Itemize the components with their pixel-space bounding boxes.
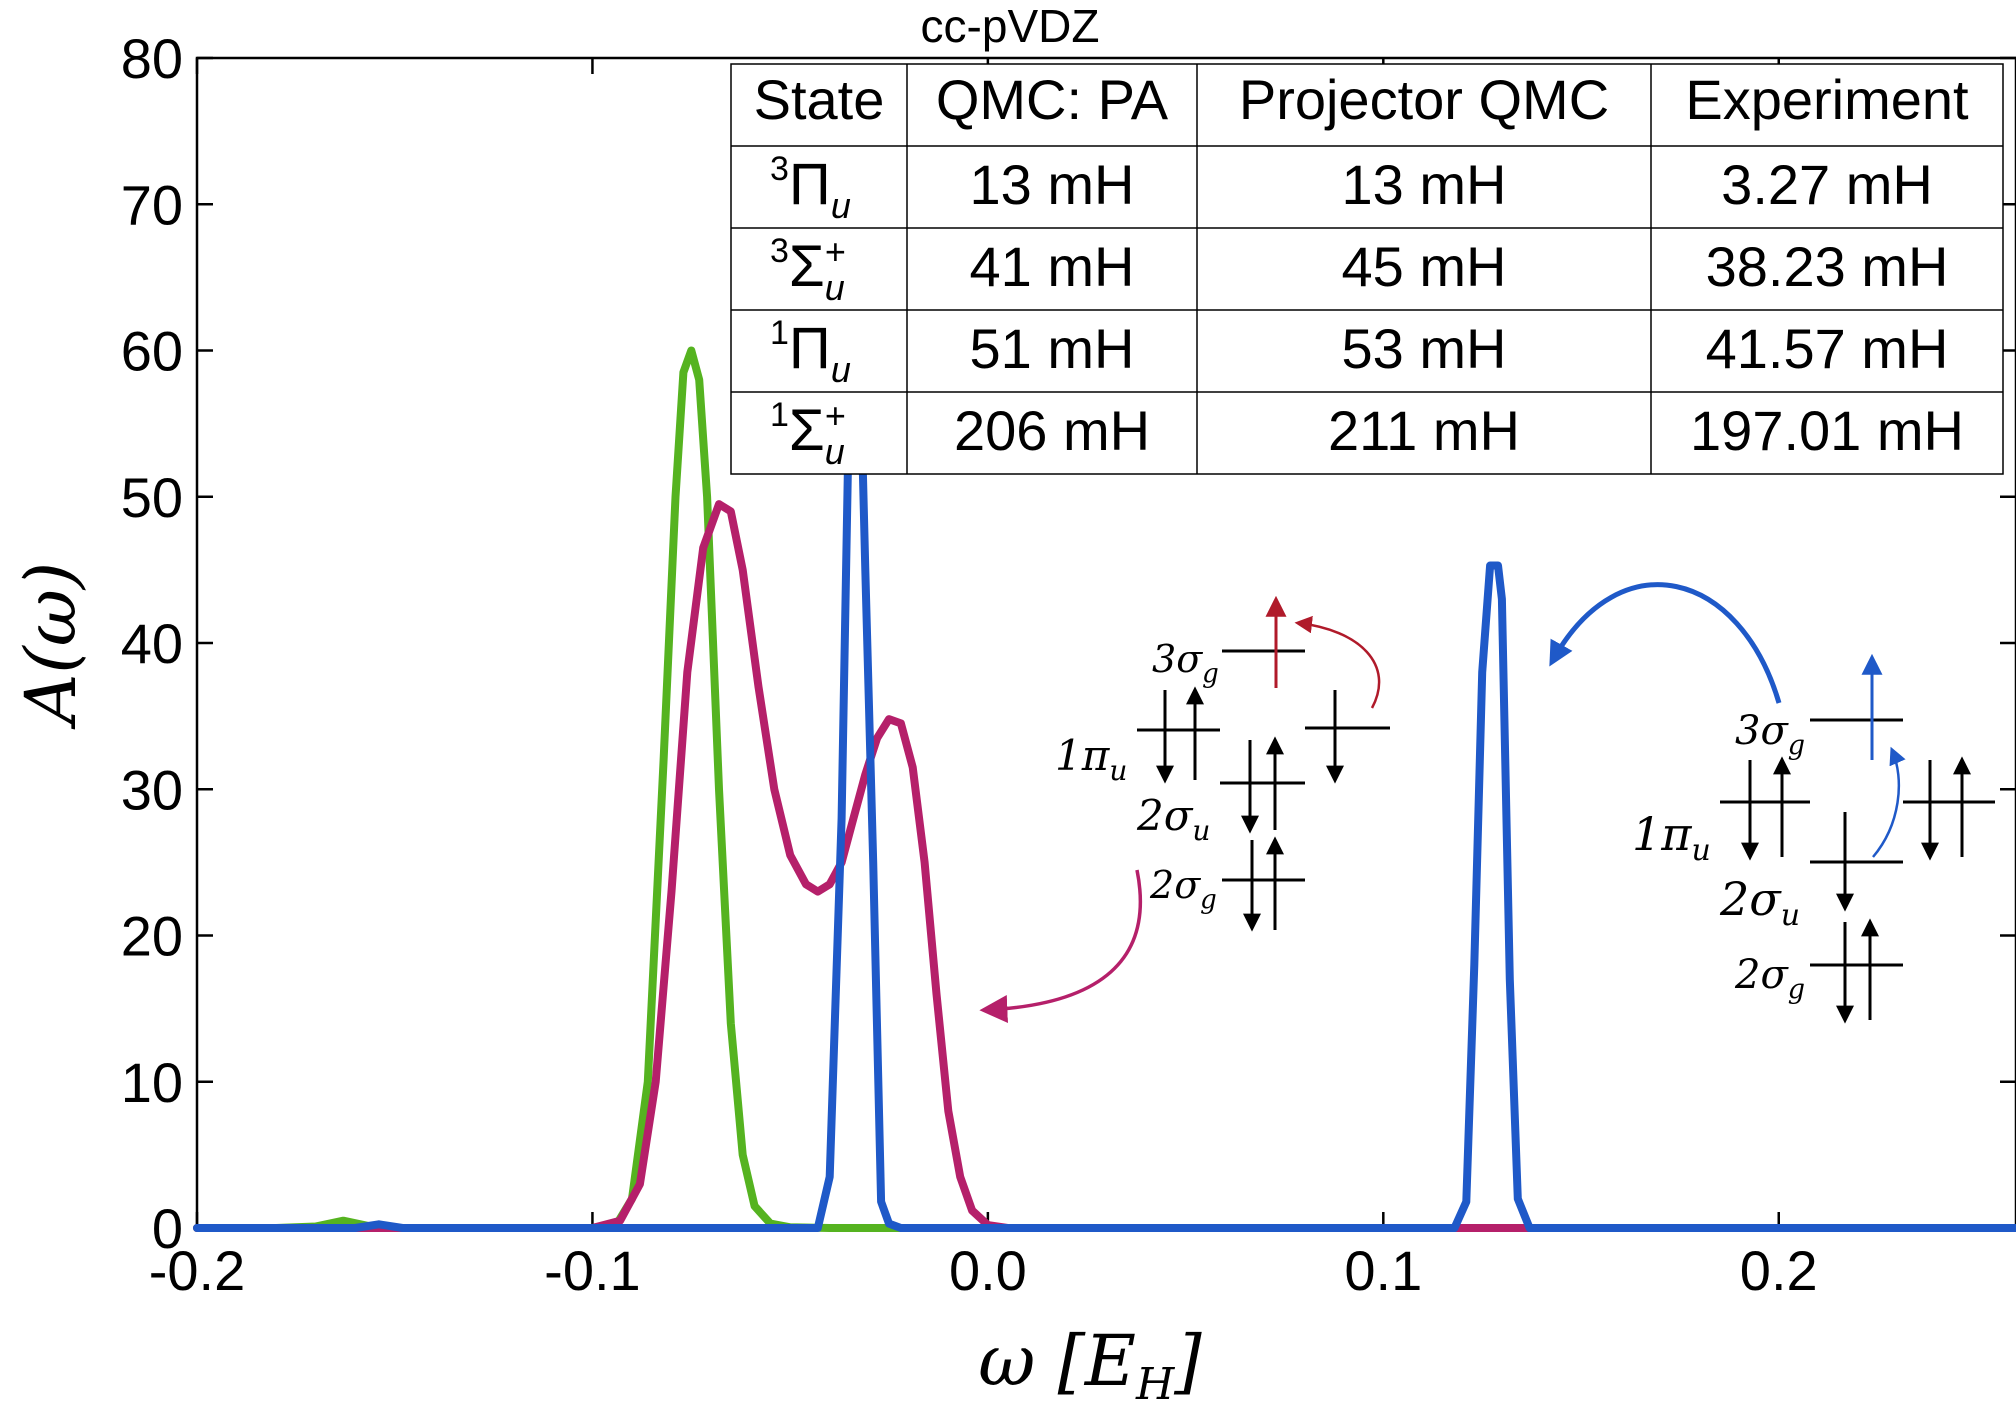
series-line-2 [193, 500, 2016, 1232]
experiment-value: 197.01 mH [1690, 399, 1964, 462]
series-line-3 [193, 266, 2016, 1232]
axis-tick-labels: -0.2 -0.1 0.0 0.1 0.2 0 10 20 30 40 50 60 70 80 [121, 27, 1818, 1302]
orbital-diagram-right: 3σg 1πu 2σu 2σg [1549, 582, 1995, 1024]
chart-title: cc-pVDZ [921, 0, 1100, 52]
state-label: 3Πu [770, 150, 851, 226]
qmc-pa-value: 206 mH [954, 399, 1150, 462]
y-tick-label: 30 [121, 758, 183, 821]
table-header-qmc-pa: QMC: PA [936, 68, 1169, 131]
y-tick-label: 50 [121, 466, 183, 529]
x-tick-label: 0.0 [949, 1239, 1027, 1302]
orbital-label-3sigma-g: 3σg [1735, 708, 1805, 761]
orbital-label-1pi-u: 1πu [1055, 731, 1127, 787]
y-tick-label: 0 [152, 1197, 183, 1260]
projector-value: 211 mH [1328, 399, 1520, 462]
y-tick-label: 80 [121, 27, 183, 90]
orbital-label-2sigma-u: 2σu [1136, 791, 1210, 847]
y-axis-label: A(ω) [10, 562, 92, 730]
table-header-state: State [754, 68, 885, 131]
energy-table: State QMC: PA Projector QMC Experiment 3… [730, 63, 2004, 475]
qmc-pa-value: 51 mH [970, 317, 1135, 380]
experiment-value: 38.23 mH [1706, 235, 1949, 298]
x-tick-label: -0.1 [544, 1239, 641, 1302]
x-tick-label: 0.2 [1740, 1239, 1818, 1302]
orbital-label-1pi-u: 1πu [1632, 807, 1711, 868]
table-row: 3Πu 13 mH 13 mH 3.27 mH [770, 150, 1933, 226]
table-border [730, 63, 2004, 475]
y-tick-label: 20 [121, 905, 183, 968]
table-header-projector-qmc: Projector QMC [1239, 68, 1609, 131]
projector-value: 45 mH [1342, 235, 1507, 298]
orbital-label-3sigma-g: 3σg [1152, 637, 1219, 689]
excitation-curved-arrow [1872, 746, 1906, 858]
state-label: 1Πu [770, 314, 851, 390]
table-row: 3Σu+ 41 mH 45 mH 38.23 mH [770, 231, 1948, 308]
y-tick-label: 40 [121, 612, 183, 675]
x-axis-label: ω [EH] [978, 1320, 1202, 1400]
table-row: 1Σu+ 206 mH 211 mH 197.01 mH [770, 395, 1964, 472]
excitation-curved-arrow [1294, 615, 1381, 709]
state-label: 1Σu+ [770, 395, 846, 472]
table-row: 1Πu 51 mH 53 mH 41.57 mH [770, 314, 1948, 390]
projector-value: 53 mH [1342, 317, 1507, 380]
projector-value: 13 mH [1342, 153, 1507, 216]
y-tick-label: 10 [121, 1051, 183, 1114]
spectral-series [193, 266, 2016, 1232]
experiment-value: 3.27 mH [1721, 153, 1933, 216]
series-line-1 [193, 346, 2016, 1232]
x-tick-label: -0.2 [149, 1239, 246, 1302]
experiment-value: 41.57 mH [1706, 317, 1949, 380]
x-tick-label: 0.1 [1344, 1239, 1422, 1302]
state-label: 3Σu+ [770, 231, 846, 308]
table-header-experiment: Experiment [1685, 68, 1969, 131]
magenta-pointer-arrow [979, 869, 1143, 1024]
qmc-pa-value: 41 mH [970, 235, 1135, 298]
orbital-label-2sigma-g: 2σg [1149, 863, 1217, 915]
qmc-pa-value: 13 mH [970, 153, 1135, 216]
orbital-diagram-left: 3σg 1πu 2σu 2σg [979, 595, 1390, 1024]
y-tick-label: 70 [121, 173, 183, 236]
blue-pointer-arrow [1549, 582, 1782, 704]
y-tick-label: 60 [121, 320, 183, 383]
orbital-label-2sigma-u: 2σu [1719, 872, 1800, 933]
orbital-label-2sigma-g: 2σg [1734, 952, 1805, 1005]
